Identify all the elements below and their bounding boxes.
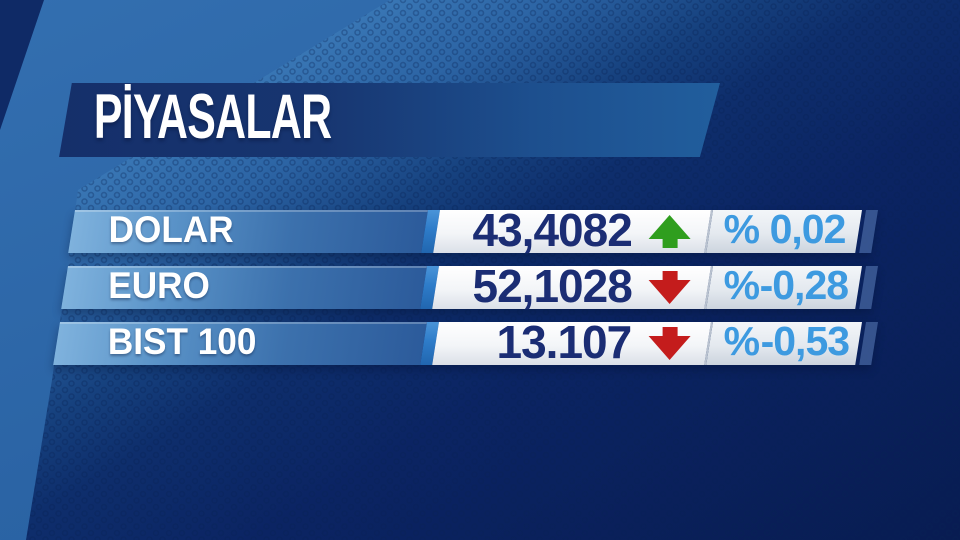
arrow-head [648, 215, 691, 239]
percent-symbol: % [723, 318, 761, 364]
value-cell: 13.107 [432, 316, 712, 368]
trend-arrow-wrap [644, 266, 696, 309]
market-row-euro: EURO 52,1028 % -0,28 [61, 260, 878, 312]
trend-arrow-icon [648, 215, 691, 248]
instrument-label-cell: BIST 100 [53, 322, 428, 365]
trend-arrow-icon [648, 327, 691, 360]
market-row-bist100: BIST 100 13.107 % -0,53 [53, 316, 879, 368]
market-row-dolar: DOLAR 43,4082 % 0,02 [68, 204, 878, 256]
instrument-label: DOLAR [108, 210, 234, 250]
trend-arrow-wrap [644, 322, 696, 365]
instrument-label: EURO [108, 266, 210, 306]
instrument-label-cell: DOLAR [68, 210, 428, 253]
percent-cell: % -0,28 [704, 262, 863, 309]
arrow-stem [662, 327, 678, 336]
trend-arrow-wrap [644, 210, 696, 253]
value-cell: 43,4082 [432, 204, 712, 256]
section-banner: PİYASALAR [59, 81, 720, 157]
percent-value: -0,28 [760, 262, 849, 308]
instrument-label: BIST 100 [107, 322, 257, 362]
percent-symbol: % [723, 262, 761, 308]
instrument-label-cell: EURO [61, 266, 428, 309]
arrow-head [648, 280, 691, 304]
percent-symbol: % [723, 206, 761, 252]
arrow-stem [662, 271, 678, 280]
arrow-stem [662, 239, 678, 248]
trend-arrow-icon [648, 271, 691, 304]
value-cell: 52,1028 [432, 260, 712, 312]
percent-cell: % 0,02 [704, 206, 863, 253]
percent-cell: % -0,53 [704, 318, 863, 365]
section-title: PİYASALAR [93, 81, 332, 152]
percent-value: -0,53 [760, 318, 849, 364]
percent-value: 0,02 [769, 206, 846, 252]
arrow-head [648, 336, 691, 360]
